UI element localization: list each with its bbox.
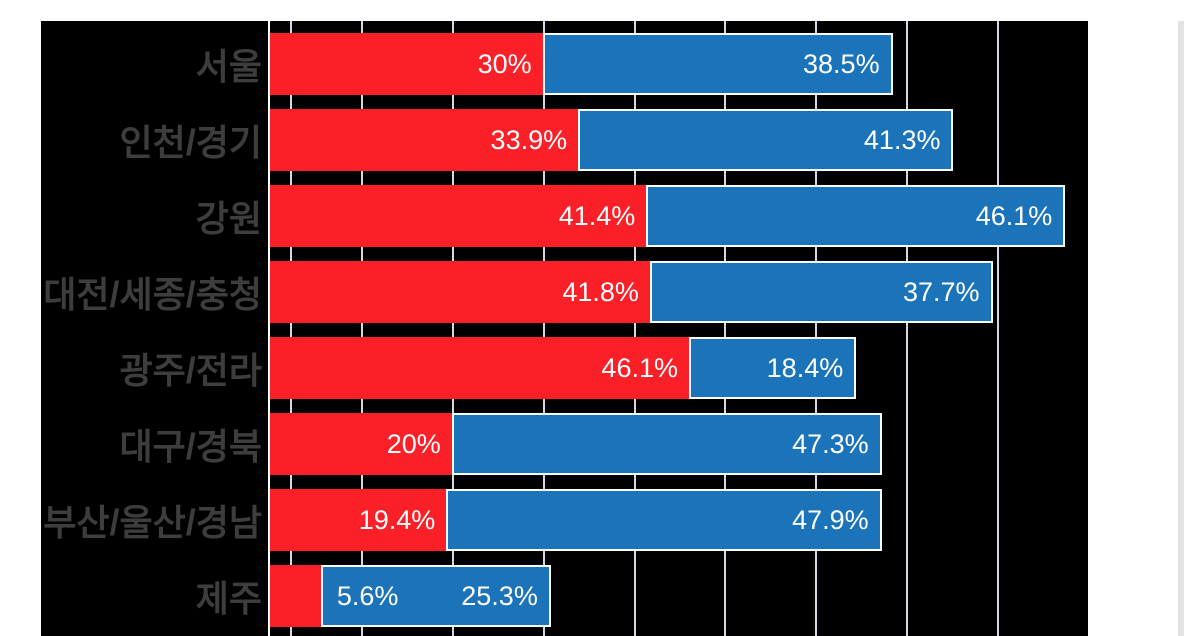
chart-panel: 서울 30% 38.5% 인천/경기 33.9% 41.3% 강원 41.4% 46.1% 대전/… [41, 21, 1088, 636]
bar-value-label: 47.9% [792, 504, 869, 535]
bar-blue: 46.1% [646, 185, 1066, 247]
gridline [724, 21, 727, 636]
gridline [906, 21, 909, 636]
bar-blue: 47.9% [446, 489, 882, 551]
bar-blue: 37.7% [649, 261, 993, 323]
bar-blue: 41.3% [578, 109, 954, 171]
chart-row: 부산/울산/경남 19.4% 47.9% [41, 489, 1088, 551]
bar-red: 41.4% [270, 185, 647, 247]
bar-value-label: 25.3% [461, 580, 538, 611]
chart-row: 대구/경북 20% 47.3% [41, 413, 1088, 475]
value-axis-line [268, 21, 270, 636]
bar-red: 33.9% [270, 109, 579, 171]
gridline [633, 21, 636, 636]
bar-value-label: 33.9% [490, 124, 568, 155]
bar-value-label: 18.4% [766, 352, 844, 383]
bar-value-label: 41.4% [558, 200, 636, 231]
bar-red: 20% [270, 413, 452, 475]
bar-value-label: 30% [477, 48, 532, 79]
bar-value-label: 41.3% [863, 124, 941, 155]
gridline [360, 21, 363, 636]
chart-row: 서울 30% 38.5% [41, 33, 1088, 95]
category-label: 제주 [195, 578, 262, 619]
bar-blue: 5.6% 25.3% [320, 565, 551, 627]
bar-red: 19.4% [270, 489, 447, 551]
category-label: 서울 [195, 46, 262, 87]
gridline [451, 21, 454, 636]
gridline [289, 21, 292, 636]
scrollbar[interactable] [1178, 21, 1184, 636]
chart-row: 강원 41.4% 46.1% [41, 185, 1088, 247]
bar-value-label: 38.5% [803, 48, 880, 79]
bar-value-label: 37.7% [902, 276, 980, 307]
category-label: 대전/세종/충청 [43, 274, 262, 315]
category-label: 대구/경북 [119, 426, 262, 467]
bar-value-label: 20% [386, 428, 441, 459]
bar-value-label: 41.8% [562, 276, 639, 307]
category-label: 부산/울산/경남 [43, 502, 262, 543]
gridline [997, 21, 1000, 636]
bar-blue: 18.4% [688, 337, 857, 399]
bar-value-label: 47.3% [792, 428, 869, 459]
bar-red: 46.1% [270, 337, 689, 399]
chart-row: 광주/전라 46.1% 18.4% [41, 337, 1088, 399]
bar-value-label: 5.6% [336, 580, 399, 611]
bar-value-label: 19.4% [358, 504, 436, 535]
bar-red [270, 565, 321, 627]
chart-row: 제주 5.6% 25.3% [41, 565, 1088, 627]
gridline [815, 21, 818, 636]
bar-blue: 47.3% [451, 413, 882, 475]
category-label: 인천/경기 [119, 122, 262, 163]
bar-red: 30% [270, 33, 543, 95]
category-label: 강원 [195, 198, 262, 239]
bar-red: 41.8% [270, 261, 650, 323]
chart-row: 대전/세종/충청 41.8% 37.7% [41, 261, 1088, 323]
gridline [542, 21, 545, 636]
category-label: 광주/전라 [119, 350, 262, 391]
bar-value-label: 46.1% [975, 200, 1053, 231]
bar-blue: 38.5% [542, 33, 893, 95]
chart-row: 인천/경기 33.9% 41.3% [41, 109, 1088, 171]
bar-value-label: 46.1% [601, 352, 678, 383]
